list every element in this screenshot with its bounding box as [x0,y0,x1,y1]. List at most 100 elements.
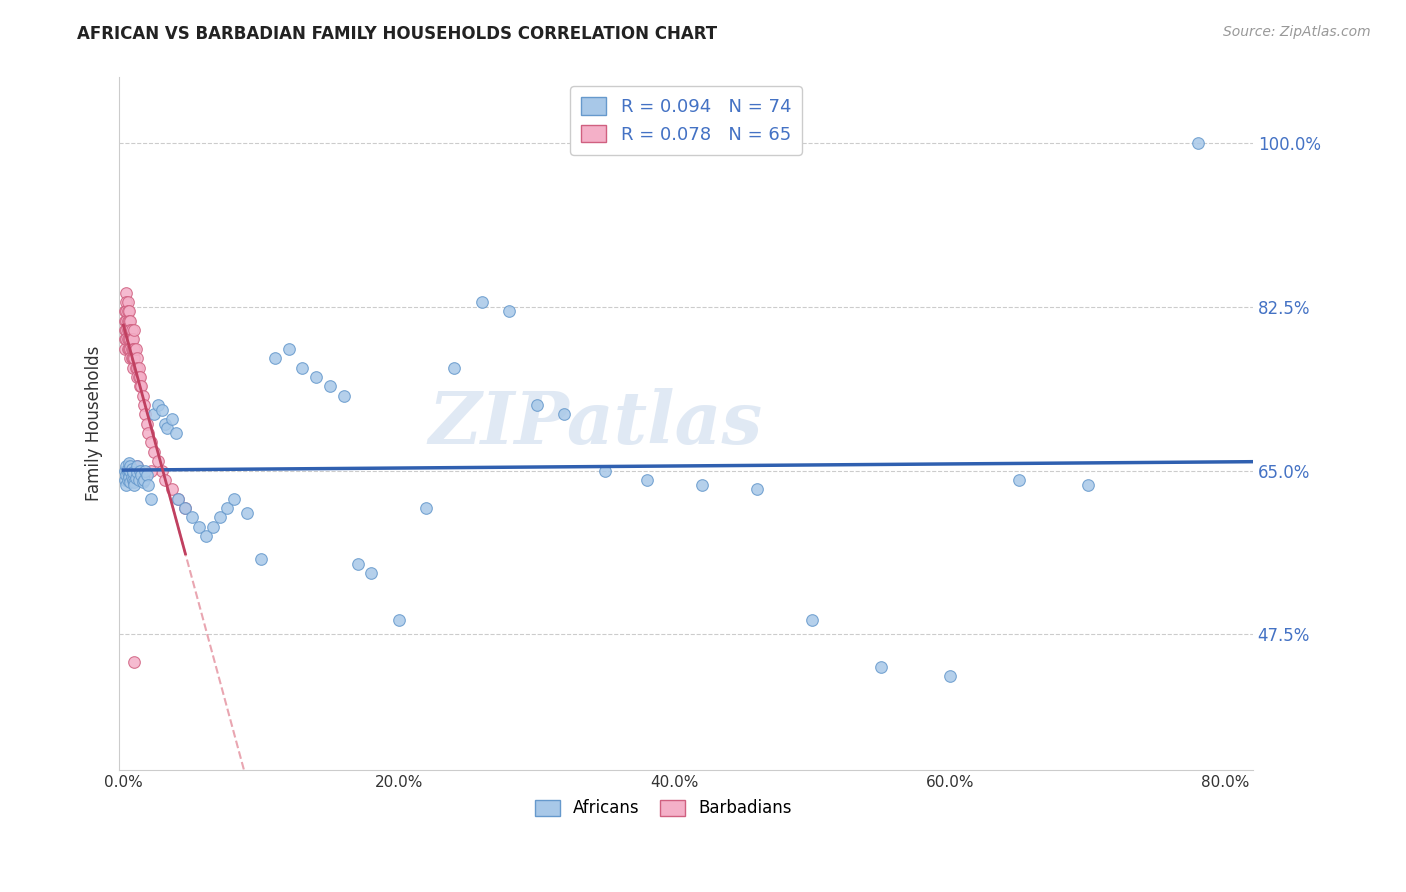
Point [870,660,893,674]
Point [114,333,136,347]
Text: ZIPatlas: ZIPatlas [429,388,762,459]
Point [114,473,136,487]
Point [114,463,136,477]
Point [146,398,169,412]
Point [305,370,328,384]
Point [939,669,962,683]
Point [117,461,139,475]
Point [121,351,143,366]
Point [120,333,142,347]
Point [128,473,150,487]
Point [470,295,492,310]
Point [443,360,465,375]
Point [135,468,157,483]
Point [125,360,148,375]
Point [120,458,142,473]
Point [174,500,197,515]
Point [201,519,224,533]
Point [165,426,187,441]
Point [117,333,139,347]
Point [131,468,153,483]
Point [415,500,437,515]
Point [1008,473,1031,487]
Point [346,557,368,571]
Point [122,351,145,366]
Point [117,295,139,310]
Point [115,477,138,491]
Point [319,379,342,393]
Point [134,463,156,477]
Point [208,510,231,524]
Point [136,477,159,491]
Point [115,304,138,318]
Point [115,295,138,310]
Point [115,314,138,328]
Point [388,613,411,627]
Point [120,314,142,328]
Point [153,417,176,431]
Point [277,342,299,356]
Point [153,473,176,487]
Point [1077,477,1099,491]
Point [121,323,143,337]
Point [127,466,149,480]
Point [124,323,146,337]
Point [115,285,138,300]
Point [745,482,768,496]
Point [122,342,145,356]
Point [132,473,155,487]
Point [115,458,138,473]
Point [127,370,149,384]
Point [118,470,141,484]
Point [121,342,143,356]
Point [118,456,141,470]
Point [124,477,146,491]
Point [125,342,148,356]
Point [124,656,146,670]
Point [139,491,162,506]
Point [118,333,141,347]
Point [117,466,139,480]
Point [291,360,314,375]
Point [146,454,169,468]
Point [595,463,617,477]
Point [236,506,259,520]
Point [125,471,148,485]
Text: AFRICAN VS BARBADIAN FAMILY HOUSEHOLDS CORRELATION CHART: AFRICAN VS BARBADIAN FAMILY HOUSEHOLDS C… [77,25,717,43]
Point [360,566,382,581]
Point [195,529,218,543]
Point [167,491,190,506]
Point [498,304,520,318]
Point [122,473,145,487]
Point [139,463,162,477]
Point [636,473,658,487]
Point [124,475,146,489]
Point [118,342,141,356]
Point [115,468,138,483]
Point [167,491,190,506]
Point [120,463,142,477]
Point [128,360,150,375]
Point [129,379,152,393]
Point [115,333,138,347]
Point [115,323,138,337]
Point [124,342,146,356]
Point [215,500,238,515]
Text: Source: ZipAtlas.com: Source: ZipAtlas.com [1223,25,1371,39]
Point [132,398,155,412]
Point [134,408,156,422]
Point [120,475,142,489]
Point [553,408,575,422]
Point [222,491,245,506]
Point [117,473,139,487]
Point [333,389,356,403]
Point [122,466,145,480]
Point [121,461,143,475]
Point [1187,136,1209,150]
Legend: Africans, Barbadians: Africans, Barbadians [529,793,799,824]
Point [127,360,149,375]
Point [250,552,273,566]
Point [122,360,145,375]
Point [135,417,157,431]
Point [117,314,139,328]
